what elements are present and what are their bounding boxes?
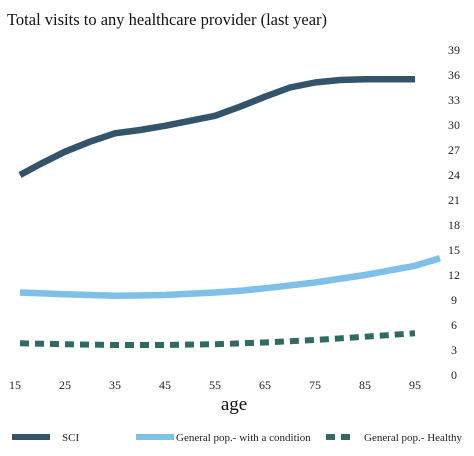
y-tick-label: 21 bbox=[448, 193, 460, 207]
x-axis-label: age bbox=[221, 394, 247, 415]
y-tick-label: 12 bbox=[448, 268, 460, 282]
y-tick-label: 18 bbox=[448, 218, 460, 232]
y-tick-label: 30 bbox=[448, 118, 460, 132]
y-tick-label: 0 bbox=[451, 368, 457, 382]
x-tick-label: 55 bbox=[209, 378, 221, 392]
legend: SCI General pop.- with a condition General… bbox=[12, 432, 463, 444]
y-tick-label: 9 bbox=[451, 293, 457, 307]
x-tick-label: 15 bbox=[9, 378, 21, 392]
x-tick-label: 25 bbox=[59, 378, 71, 392]
x-tick-label: 85 bbox=[359, 378, 371, 392]
chart-title: Total visits to any healthcare provider … bbox=[7, 10, 327, 29]
y-tick-label: 33 bbox=[448, 93, 460, 107]
series-line-2 bbox=[19, 255, 441, 300]
y-tick-label: 15 bbox=[448, 243, 460, 257]
x-tick-label: 45 bbox=[159, 378, 171, 392]
y-tick-label: 36 bbox=[448, 68, 460, 82]
x-tick-label: 75 bbox=[309, 378, 321, 392]
legend-label-3: General pop.- Healthy bbox=[364, 432, 463, 444]
legend-label-1: SCI bbox=[62, 432, 79, 444]
x-tick-label: 95 bbox=[409, 378, 421, 392]
y-tick-label: 3 bbox=[451, 343, 457, 357]
x-tick-label: 65 bbox=[259, 378, 271, 392]
series-line-1 bbox=[18, 75, 415, 178]
y-tick-label: 27 bbox=[448, 143, 460, 157]
y-tick-label: 6 bbox=[451, 318, 457, 332]
x-tick-label: 35 bbox=[109, 378, 121, 392]
y-tick-label: 24 bbox=[448, 168, 460, 182]
series-layer bbox=[18, 75, 441, 348]
series-line-3 bbox=[19, 330, 416, 348]
legend-label-2: General pop.- with a condition bbox=[176, 432, 311, 444]
y-tick-label: 39 bbox=[448, 43, 460, 57]
x-axis-ticks: 15 25 35 45 55 65 75 85 95 bbox=[9, 378, 421, 392]
